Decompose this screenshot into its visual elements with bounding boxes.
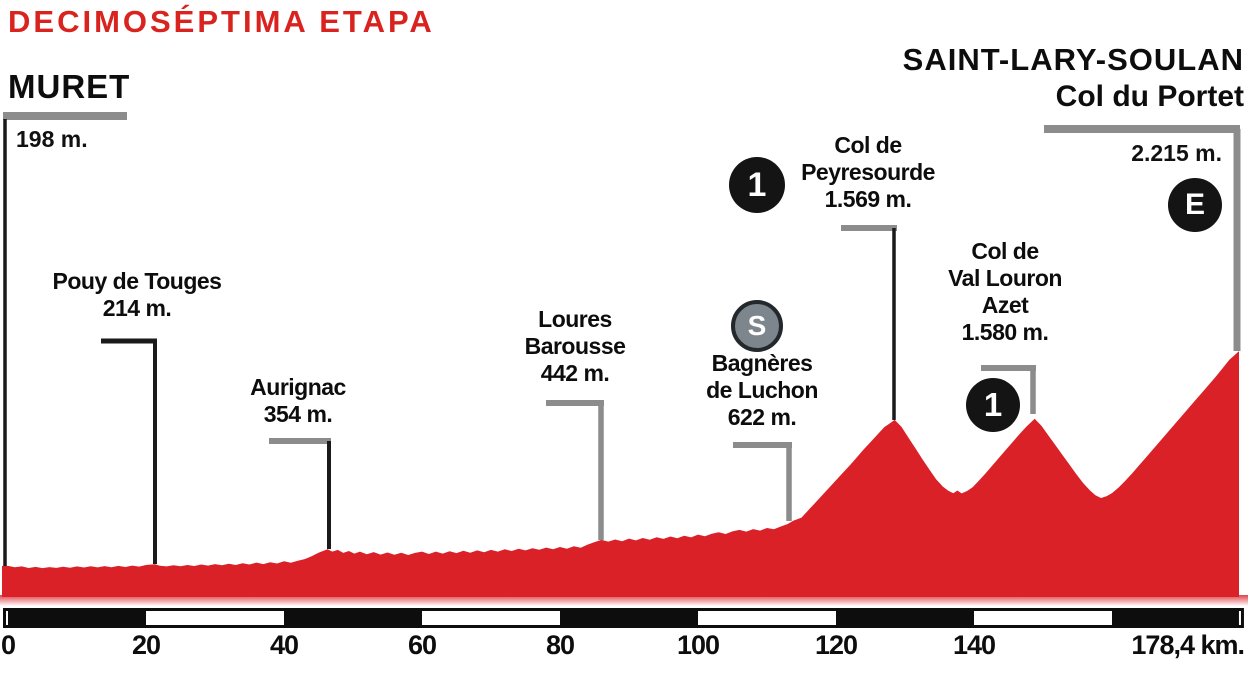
scale-bar-segment [8, 611, 146, 625]
category-especial-badge-icon: E [1168, 178, 1222, 232]
scale-bar-segment [284, 611, 422, 625]
elevation-area [2, 351, 1239, 597]
category-1-badge-icon: 1 [729, 157, 785, 213]
waypoint-label-loures-barousse: Loures Barousse 442 m. [465, 306, 685, 387]
waypoint-name: Val Louron [948, 265, 1062, 291]
profile-bottom-fade [0, 595, 1248, 606]
waypoint-elevation: 622 m. [727, 404, 797, 430]
waypoint-name: Loures [538, 306, 612, 332]
waypoint-label-pouy-de-touges: Pouy de Touges 214 m. [27, 268, 247, 322]
x-axis-tick-label: 40 [269, 630, 299, 660]
waypoint-elevation: 354 m. [263, 401, 333, 427]
stage-title: DECIMOSÉPTIMA ETAPA [8, 4, 435, 39]
waypoint-label-col-de-val-louron-azet: Col de Val Louron Azet 1.580 m. [895, 238, 1115, 346]
waypoint-name: de Luchon [706, 377, 818, 403]
start-elevation: 198 m. [16, 126, 88, 152]
waypoint-name: Barousse [524, 333, 626, 359]
waypoint-elevation: 1.569 m. [824, 186, 912, 212]
sprint-badge-icon: S [731, 300, 783, 352]
x-axis-tick-label: 120 [814, 630, 858, 660]
waypoint-name: Col de [971, 238, 1039, 264]
x-axis-end-label: 178,4 km. [1131, 630, 1245, 660]
x-axis-tick-label: 140 [952, 630, 996, 660]
scale-bar-segment [836, 611, 974, 625]
start-town-label: MURET [8, 68, 131, 105]
waypoint-name: Aurignac [250, 374, 346, 400]
x-axis-tick-label: 100 [676, 630, 720, 660]
x-axis-tick-label: 80 [545, 630, 575, 660]
finish-town-label: SAINT-LARY-SOULAN [902, 42, 1244, 77]
finish-elevation: 2.215 m. [1131, 140, 1222, 166]
finish-climb-label: Col du Portet [1055, 80, 1244, 113]
category-1-badge-icon: 1 [966, 378, 1020, 432]
waypoint-pointer-lines [3, 112, 1241, 566]
waypoint-name: Peyresourde [801, 159, 935, 185]
distance-scale-bar [3, 608, 1244, 628]
waypoint-elevation: 442 m. [540, 360, 610, 386]
waypoint-label-col-de-peyresourde: Col de Peyresourde 1.569 m. [758, 132, 978, 213]
waypoint-elevation: 1.580 m. [961, 319, 1049, 345]
waypoint-label-aurignac: Aurignac 354 m. [188, 374, 408, 428]
waypoint-label-bagneres-de-luchon: Bagnères de Luchon 622 m. [652, 350, 872, 431]
scale-bar-segment [1112, 611, 1239, 625]
x-axis-tick-label: 0 [0, 630, 16, 660]
waypoint-name: Bagnères [711, 350, 813, 376]
x-axis-tick-label: 20 [131, 630, 161, 660]
waypoint-name: Pouy de Touges [52, 268, 222, 294]
x-axis-tick-label: 60 [407, 630, 437, 660]
waypoint-name: Azet [981, 292, 1029, 318]
scale-bar-segment [560, 611, 698, 625]
waypoint-name: Col de [834, 132, 902, 158]
waypoint-elevation: 214 m. [102, 295, 172, 321]
